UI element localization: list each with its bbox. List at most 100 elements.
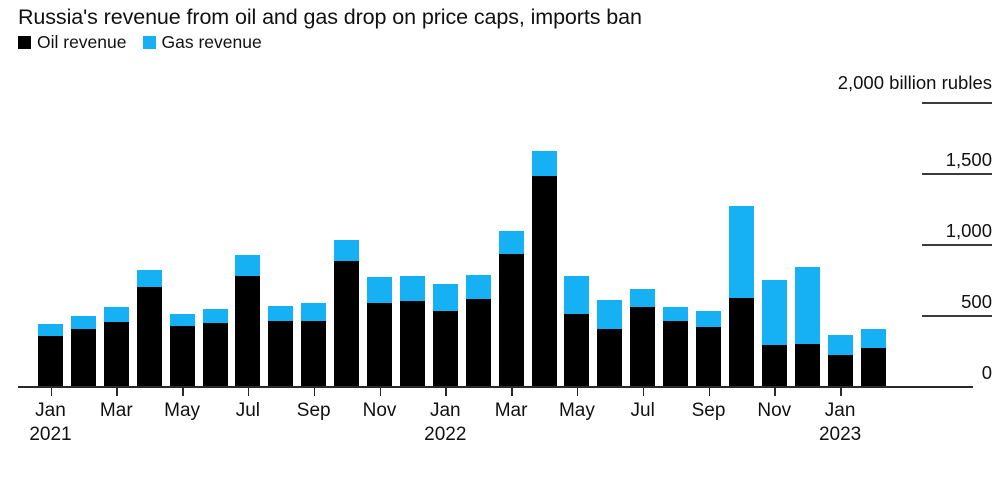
bar-feb-2021[interactable] bbox=[70, 316, 96, 386]
gridline-2000 bbox=[922, 102, 992, 104]
bar-apr-2022[interactable] bbox=[531, 151, 557, 386]
bar-oct-2021[interactable] bbox=[334, 240, 360, 386]
x-label-month: Nov bbox=[362, 400, 397, 421]
bar-jul-2021[interactable] bbox=[235, 254, 261, 386]
legend-label-gas: Gas revenue bbox=[161, 32, 262, 52]
chart-legend: Oil revenue Gas revenue bbox=[18, 33, 262, 51]
bar-feb-2023[interactable] bbox=[860, 329, 886, 386]
bar-segment-oil bbox=[827, 355, 853, 386]
bar-segment-oil bbox=[597, 329, 623, 386]
bar-segment-oil bbox=[334, 261, 360, 386]
bar-nov-2021[interactable] bbox=[367, 277, 392, 386]
bar-segment-gas bbox=[728, 205, 754, 298]
bar-mar-2022[interactable] bbox=[498, 230, 524, 386]
bar-segment-gas bbox=[432, 283, 458, 312]
x-tick-nov bbox=[379, 386, 381, 396]
bar-may-2022[interactable] bbox=[564, 275, 590, 386]
bar-segment-oil bbox=[70, 328, 96, 386]
x-axis-baseline bbox=[18, 386, 973, 388]
bar-nov-2022[interactable] bbox=[761, 280, 787, 386]
bar-oct-2022[interactable] bbox=[728, 205, 754, 386]
x-label-month: Sep bbox=[691, 400, 726, 421]
x-label-mar: Mar bbox=[100, 400, 133, 422]
bar-segment-oil bbox=[136, 286, 162, 386]
bar-segment-oil bbox=[696, 327, 721, 386]
x-label-mar: Mar bbox=[495, 400, 528, 422]
x-label-month: Nov bbox=[757, 400, 792, 421]
x-tick-jul bbox=[247, 386, 250, 396]
x-tick-jan-2022 bbox=[445, 386, 447, 396]
legend-item-oil[interactable]: Oil revenue bbox=[18, 33, 127, 51]
bar-jan-2023[interactable] bbox=[827, 334, 853, 386]
bar-sep-2022[interactable] bbox=[696, 310, 721, 386]
x-label-month: Jul bbox=[235, 400, 261, 421]
bar-apr-2021[interactable] bbox=[136, 270, 162, 386]
bar-segment-gas bbox=[399, 275, 425, 301]
x-label-year: 2022 bbox=[424, 424, 467, 445]
bar-segment-gas bbox=[103, 307, 129, 323]
bar-segment-gas bbox=[630, 289, 656, 308]
x-label-month: Jan bbox=[35, 400, 66, 421]
gridline-1500 bbox=[922, 173, 992, 175]
bar-segment-gas bbox=[235, 254, 261, 276]
x-label-year: 2021 bbox=[29, 424, 72, 445]
x-label-month: May bbox=[164, 400, 201, 421]
bar-mar-2021[interactable] bbox=[103, 307, 129, 386]
bar-jan-2021[interactable] bbox=[38, 324, 63, 386]
bar-may-2021[interactable] bbox=[169, 314, 195, 386]
x-label-may: May bbox=[164, 400, 200, 422]
bar-segment-gas bbox=[564, 275, 590, 315]
x-label-nov: Nov bbox=[757, 400, 791, 422]
bar-dec-2022[interactable] bbox=[794, 266, 820, 386]
x-label-month: Jan bbox=[824, 400, 856, 421]
y-tick-label-500: 500 bbox=[961, 291, 992, 312]
bar-segment-oil bbox=[301, 321, 327, 386]
x-tick-may bbox=[576, 386, 579, 396]
legend-item-gas[interactable]: Gas revenue bbox=[142, 32, 262, 52]
bar-segment-oil bbox=[794, 344, 820, 386]
bar-feb-2022[interactable] bbox=[465, 274, 491, 386]
bar-dec-2021[interactable] bbox=[399, 275, 425, 386]
bar-segment-oil bbox=[860, 347, 886, 386]
bar-jun-2022[interactable] bbox=[597, 300, 623, 386]
bar-segment-oil bbox=[761, 344, 787, 386]
bar-segment-gas bbox=[498, 230, 524, 254]
bar-segment-gas bbox=[70, 316, 96, 329]
bar-segment-oil bbox=[367, 302, 392, 386]
bar-segment-gas bbox=[860, 329, 886, 348]
bar-jan-2022[interactable] bbox=[432, 283, 458, 386]
x-label-jul: Jul bbox=[236, 400, 260, 422]
x-tick-may bbox=[182, 386, 184, 396]
x-label-month: Sep bbox=[296, 400, 331, 421]
legend-swatch-gas bbox=[142, 35, 156, 49]
bar-segment-gas bbox=[301, 302, 327, 322]
bar-segment-oil bbox=[399, 300, 425, 386]
bar-segment-gas bbox=[597, 300, 623, 330]
x-label-may: May bbox=[559, 400, 595, 422]
bar-jul-2022[interactable] bbox=[630, 289, 656, 386]
bar-jun-2021[interactable] bbox=[202, 309, 228, 386]
chart-title: Russia's revenue from oil and gas drop o… bbox=[18, 5, 642, 29]
x-label-jan-2023: Jan 2023 bbox=[819, 400, 861, 446]
bar-aug-2022[interactable] bbox=[663, 306, 689, 386]
x-label-month: Jul bbox=[630, 400, 655, 421]
bar-segment-gas bbox=[136, 270, 162, 287]
legend-swatch-oil bbox=[18, 35, 31, 49]
bar-aug-2021[interactable] bbox=[268, 305, 294, 386]
bar-sep-2021[interactable] bbox=[301, 302, 327, 386]
bar-segment-gas bbox=[696, 310, 721, 328]
x-label-month: May bbox=[558, 400, 595, 421]
bar-segment-gas bbox=[268, 305, 294, 322]
x-label-jan-2021: Jan 2021 bbox=[29, 400, 71, 446]
bar-segment-gas bbox=[794, 266, 820, 345]
bar-segment-oil bbox=[103, 322, 129, 386]
x-label-month: Jan bbox=[429, 400, 461, 421]
y-tick-label-1500: 1,500 bbox=[945, 149, 992, 170]
x-tick-mar bbox=[511, 386, 513, 396]
bar-segment-oil bbox=[235, 275, 261, 386]
y-tick-label-1000: 1,000 bbox=[945, 220, 992, 241]
bar-segment-gas bbox=[38, 324, 63, 336]
bar-segment-gas bbox=[663, 306, 689, 321]
